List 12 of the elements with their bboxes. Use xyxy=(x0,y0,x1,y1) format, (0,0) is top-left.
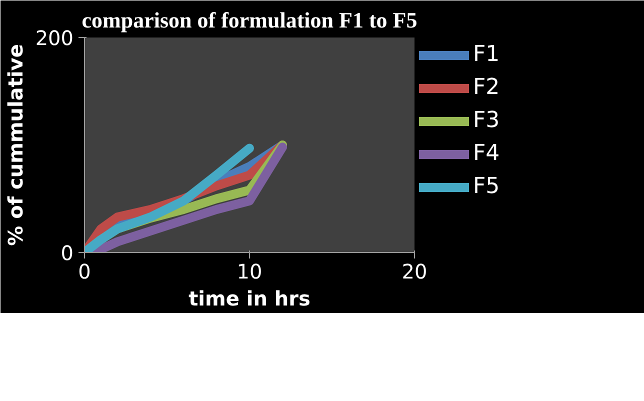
x-tick-label: 20 xyxy=(402,260,428,284)
x-axis-title: time in hrs xyxy=(188,286,310,310)
legend-label: F1 xyxy=(473,42,501,67)
legend-label: F2 xyxy=(473,75,501,100)
legend-label: F3 xyxy=(473,108,501,133)
y-tick-label: 200 xyxy=(35,26,74,50)
y-axis-title: % of cummulative xyxy=(3,44,28,246)
legend-label: F4 xyxy=(473,141,501,166)
x-tick-label: 0 xyxy=(78,260,91,284)
x-tick-label: 10 xyxy=(236,260,262,284)
legend-label: F5 xyxy=(473,174,501,199)
chart-title: comparison of formulation F1 to F5 xyxy=(82,8,418,32)
